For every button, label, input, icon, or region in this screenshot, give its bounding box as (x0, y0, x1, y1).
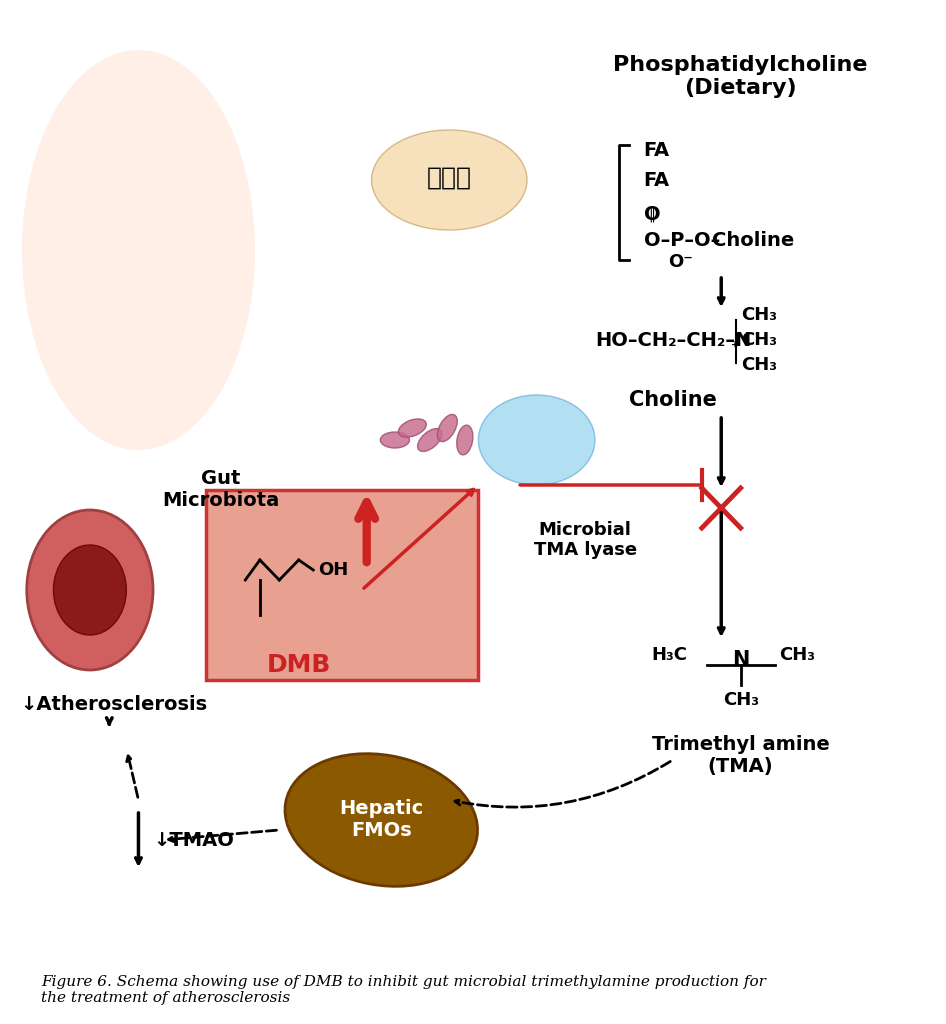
Text: Microbial
TMA lyase: Microbial TMA lyase (534, 520, 637, 559)
Text: ‖: ‖ (648, 208, 656, 222)
Text: Phosphatidylcholine
(Dietary): Phosphatidylcholine (Dietary) (613, 55, 867, 98)
Text: CH₃: CH₃ (741, 356, 777, 374)
Text: O–P–O–: O–P–O– (643, 230, 720, 250)
Text: CH₃: CH₃ (780, 646, 815, 664)
Text: O⁻: O⁻ (668, 253, 692, 271)
Ellipse shape (380, 432, 410, 449)
Text: 🥩🧀🥚: 🥩🧀🥚 (427, 166, 472, 190)
Text: Gut
Microbiota: Gut Microbiota (163, 469, 280, 511)
Text: Figure 6. Schema showing use of DMB to inhibit gut microbial trimethylamine prod: Figure 6. Schema showing use of DMB to i… (42, 975, 766, 1006)
Text: ↓Atherosclerosis: ↓Atherosclerosis (21, 695, 208, 715)
Text: OH: OH (318, 561, 348, 579)
Text: DMB: DMB (267, 653, 331, 677)
Text: ↓TMAO: ↓TMAO (153, 830, 234, 850)
Text: CH₃: CH₃ (741, 331, 777, 349)
Ellipse shape (398, 419, 427, 437)
Text: Choline: Choline (629, 390, 717, 410)
Ellipse shape (285, 754, 478, 887)
Ellipse shape (372, 130, 527, 230)
Text: Trimethyl amine
(TMA): Trimethyl amine (TMA) (652, 735, 830, 776)
Text: O: O (643, 206, 660, 224)
FancyBboxPatch shape (206, 490, 479, 680)
Ellipse shape (26, 510, 153, 670)
Text: CH₃: CH₃ (741, 306, 777, 324)
Ellipse shape (437, 415, 457, 441)
Text: Choline: Choline (711, 230, 794, 250)
Text: H₃C: H₃C (651, 646, 687, 664)
Text: FA: FA (643, 171, 670, 189)
Text: ⁺: ⁺ (731, 340, 739, 355)
Ellipse shape (417, 429, 442, 452)
Ellipse shape (479, 395, 595, 485)
Ellipse shape (22, 50, 255, 450)
Ellipse shape (54, 545, 127, 635)
Text: N: N (732, 650, 749, 670)
Text: HO–CH₂–CH₂–N: HO–CH₂–CH₂–N (595, 331, 751, 349)
Text: CH₃: CH₃ (723, 691, 759, 709)
Text: FA: FA (643, 140, 670, 160)
Text: Hepatic
FMOs: Hepatic FMOs (340, 800, 424, 841)
Ellipse shape (457, 425, 473, 455)
